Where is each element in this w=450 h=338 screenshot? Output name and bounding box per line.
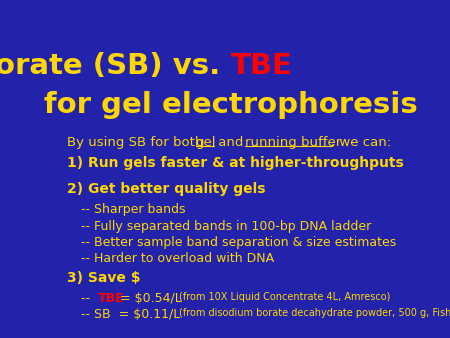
Text: , we can:: , we can: xyxy=(331,136,391,149)
Text: (from disodium borate decahydrate powder, 500 g, Fisher): (from disodium borate decahydrate powder… xyxy=(180,308,450,318)
Text: TBE: TBE xyxy=(98,292,125,305)
Text: -- Sharper bands: -- Sharper bands xyxy=(81,203,185,216)
Text: -- Fully separated bands in 100-bp DNA ladder: -- Fully separated bands in 100-bp DNA l… xyxy=(81,220,371,233)
Text: -- Harder to overload with DNA: -- Harder to overload with DNA xyxy=(81,252,274,265)
Text: = $0.54/L: = $0.54/L xyxy=(116,292,185,305)
Text: 3) Save $: 3) Save $ xyxy=(67,271,140,285)
Text: TBE: TBE xyxy=(230,52,292,80)
Text: (from 10X Liquid Concentrate 4L, Amresco): (from 10X Liquid Concentrate 4L, Amresco… xyxy=(180,292,391,302)
Text: and: and xyxy=(214,136,248,149)
Text: for gel electrophoresis: for gel electrophoresis xyxy=(44,91,418,119)
Text: -- Better sample band separation & size estimates: -- Better sample band separation & size … xyxy=(81,236,396,249)
Text: 1) Run gels faster & at higher-throughputs: 1) Run gels faster & at higher-throughpu… xyxy=(67,156,404,170)
Text: Sodium-borate (SB) vs.: Sodium-borate (SB) vs. xyxy=(0,52,230,80)
Text: 2) Get better quality gels: 2) Get better quality gels xyxy=(67,183,265,196)
Text: By using SB for both: By using SB for both xyxy=(67,136,207,149)
Text: gel: gel xyxy=(196,136,216,149)
Text: --: -- xyxy=(81,292,94,305)
Text: running buffer: running buffer xyxy=(245,136,341,149)
Text: -- SB  = $0.11/L: -- SB = $0.11/L xyxy=(81,308,184,321)
